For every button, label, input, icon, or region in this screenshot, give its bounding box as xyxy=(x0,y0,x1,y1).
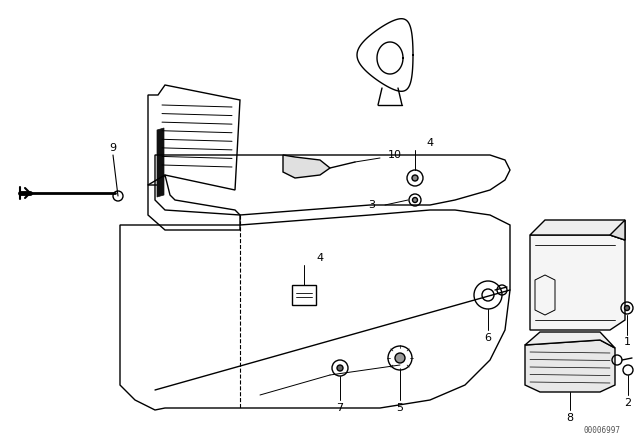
Bar xyxy=(292,285,316,305)
Text: 1: 1 xyxy=(623,337,630,347)
Polygon shape xyxy=(525,340,615,392)
Text: 2: 2 xyxy=(625,398,632,408)
Text: 7: 7 xyxy=(337,403,344,413)
Text: 3: 3 xyxy=(368,200,375,210)
Polygon shape xyxy=(283,155,330,178)
Text: 9: 9 xyxy=(109,143,116,153)
Circle shape xyxy=(395,353,405,363)
Polygon shape xyxy=(530,220,625,240)
Text: 10: 10 xyxy=(388,150,402,160)
Text: 5: 5 xyxy=(397,403,403,413)
Polygon shape xyxy=(610,220,625,240)
Circle shape xyxy=(412,175,418,181)
Text: 4: 4 xyxy=(426,138,433,148)
Circle shape xyxy=(625,306,630,310)
Polygon shape xyxy=(157,128,164,197)
Text: 00006997: 00006997 xyxy=(583,426,620,435)
Circle shape xyxy=(337,365,343,371)
Circle shape xyxy=(413,198,417,202)
Polygon shape xyxy=(525,332,615,348)
Text: 6: 6 xyxy=(484,333,492,343)
Text: 8: 8 xyxy=(566,413,573,423)
Text: 4: 4 xyxy=(316,253,324,263)
Polygon shape xyxy=(530,235,625,330)
